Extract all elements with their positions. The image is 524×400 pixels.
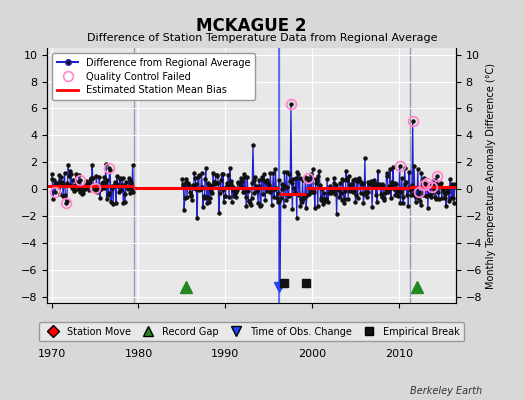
Text: Difference of Station Temperature Data from Regional Average: Difference of Station Temperature Data f…	[87, 33, 437, 43]
Legend: Station Move, Record Gap, Time of Obs. Change, Empirical Break: Station Move, Record Gap, Time of Obs. C…	[39, 322, 464, 342]
Text: 1970: 1970	[37, 348, 66, 358]
Text: Berkeley Earth: Berkeley Earth	[410, 386, 482, 396]
Title: MCKAGUE 2: MCKAGUE 2	[196, 17, 307, 35]
Text: 1990: 1990	[211, 348, 239, 358]
Y-axis label: Monthly Temperature Anomaly Difference (°C): Monthly Temperature Anomaly Difference (…	[486, 63, 496, 289]
Text: 2010: 2010	[385, 348, 413, 358]
Text: 2000: 2000	[298, 348, 326, 358]
Legend: Difference from Regional Average, Quality Control Failed, Estimated Station Mean: Difference from Regional Average, Qualit…	[52, 53, 255, 100]
Text: 1980: 1980	[124, 348, 152, 358]
